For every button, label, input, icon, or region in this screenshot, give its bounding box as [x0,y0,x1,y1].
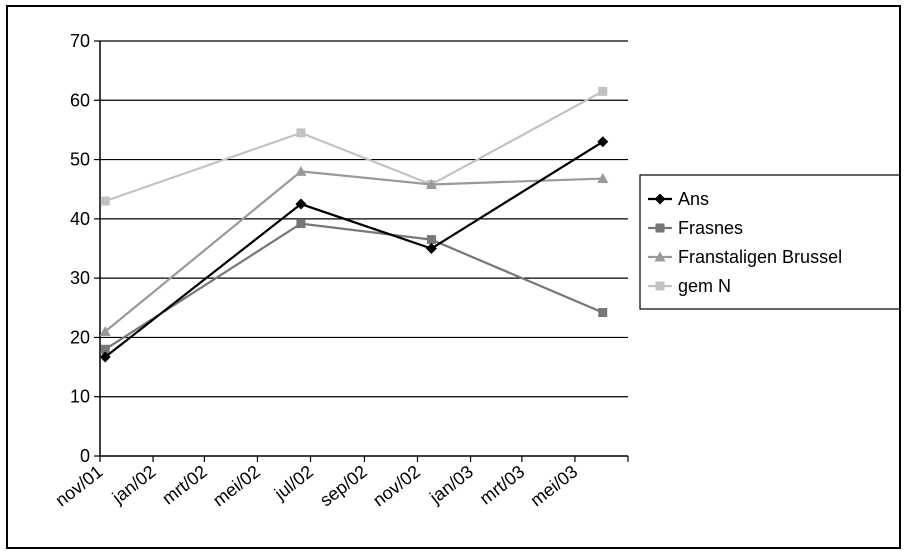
series-frasnes [100,219,608,354]
legend-marker [655,281,665,291]
y-tick-label: 30 [70,268,90,288]
data-point [425,243,437,254]
x-tick-label: mrt/03 [476,461,529,508]
data-point [100,196,110,206]
y-tick-label: 0 [80,446,90,466]
series-line [104,140,604,358]
series-line [104,90,604,203]
legend-item: gem N [648,276,731,296]
legend-label: Frasnes [678,218,743,238]
data-point [296,128,306,138]
y-tick-label: 50 [70,150,90,170]
data-point [425,178,437,189]
y-tick-label: 60 [70,90,90,110]
series-lines [99,86,609,363]
series-line [104,170,603,333]
data-point [426,235,436,245]
x-tick-label: mrt/02 [158,461,211,508]
x-tick-label: mei/03 [527,461,582,510]
chart-frame: 0 10 20 30 40 50 60 70 nov/01 jan/02 mrt/02 mei/02 j… [6,5,901,549]
x-tick-label: jul/02 [270,461,317,504]
legend-item: Franstaligen Brussel [648,247,842,267]
data-point [295,165,307,176]
y-tick-label: 20 [70,327,90,347]
series-ans [99,136,609,363]
x-tick-label: nov/01 [52,461,107,510]
series-gem-n [100,86,608,206]
legend-item: Ans [648,189,709,209]
y-tick-label: 10 [70,387,90,407]
legend: Ans Frasnes Franstaligen Brussel gem N [639,174,899,310]
data-point [598,86,608,96]
x-tick-label: mei/02 [209,461,264,510]
data-point [597,136,609,148]
legend-item: Frasnes [648,218,743,238]
y-tick-label: 70 [70,31,90,51]
data-point [295,198,307,210]
data-point [597,173,609,184]
data-point [99,326,111,336]
data-point [296,219,306,229]
legend-label: Ans [678,189,709,209]
legend-marker [655,223,665,233]
x-tick-label: sep/02 [316,461,371,510]
x-tick-label: jan/02 [108,461,160,508]
legend-label: Franstaligen Brussel [678,247,842,267]
gridlines [100,40,628,398]
x-tick-label: nov/02 [369,461,424,510]
data-point [99,351,111,363]
series-franstaligen-brussel [99,165,609,336]
legend-label: gem N [678,276,731,296]
series-line [104,222,604,351]
y-tick-label: 40 [70,209,90,229]
legend-marker [654,251,666,262]
legend-marker [654,193,666,205]
data-point [100,344,110,354]
data-point [598,308,608,318]
x-tick-label: jan/03 [425,461,477,508]
legend-box [639,174,899,310]
